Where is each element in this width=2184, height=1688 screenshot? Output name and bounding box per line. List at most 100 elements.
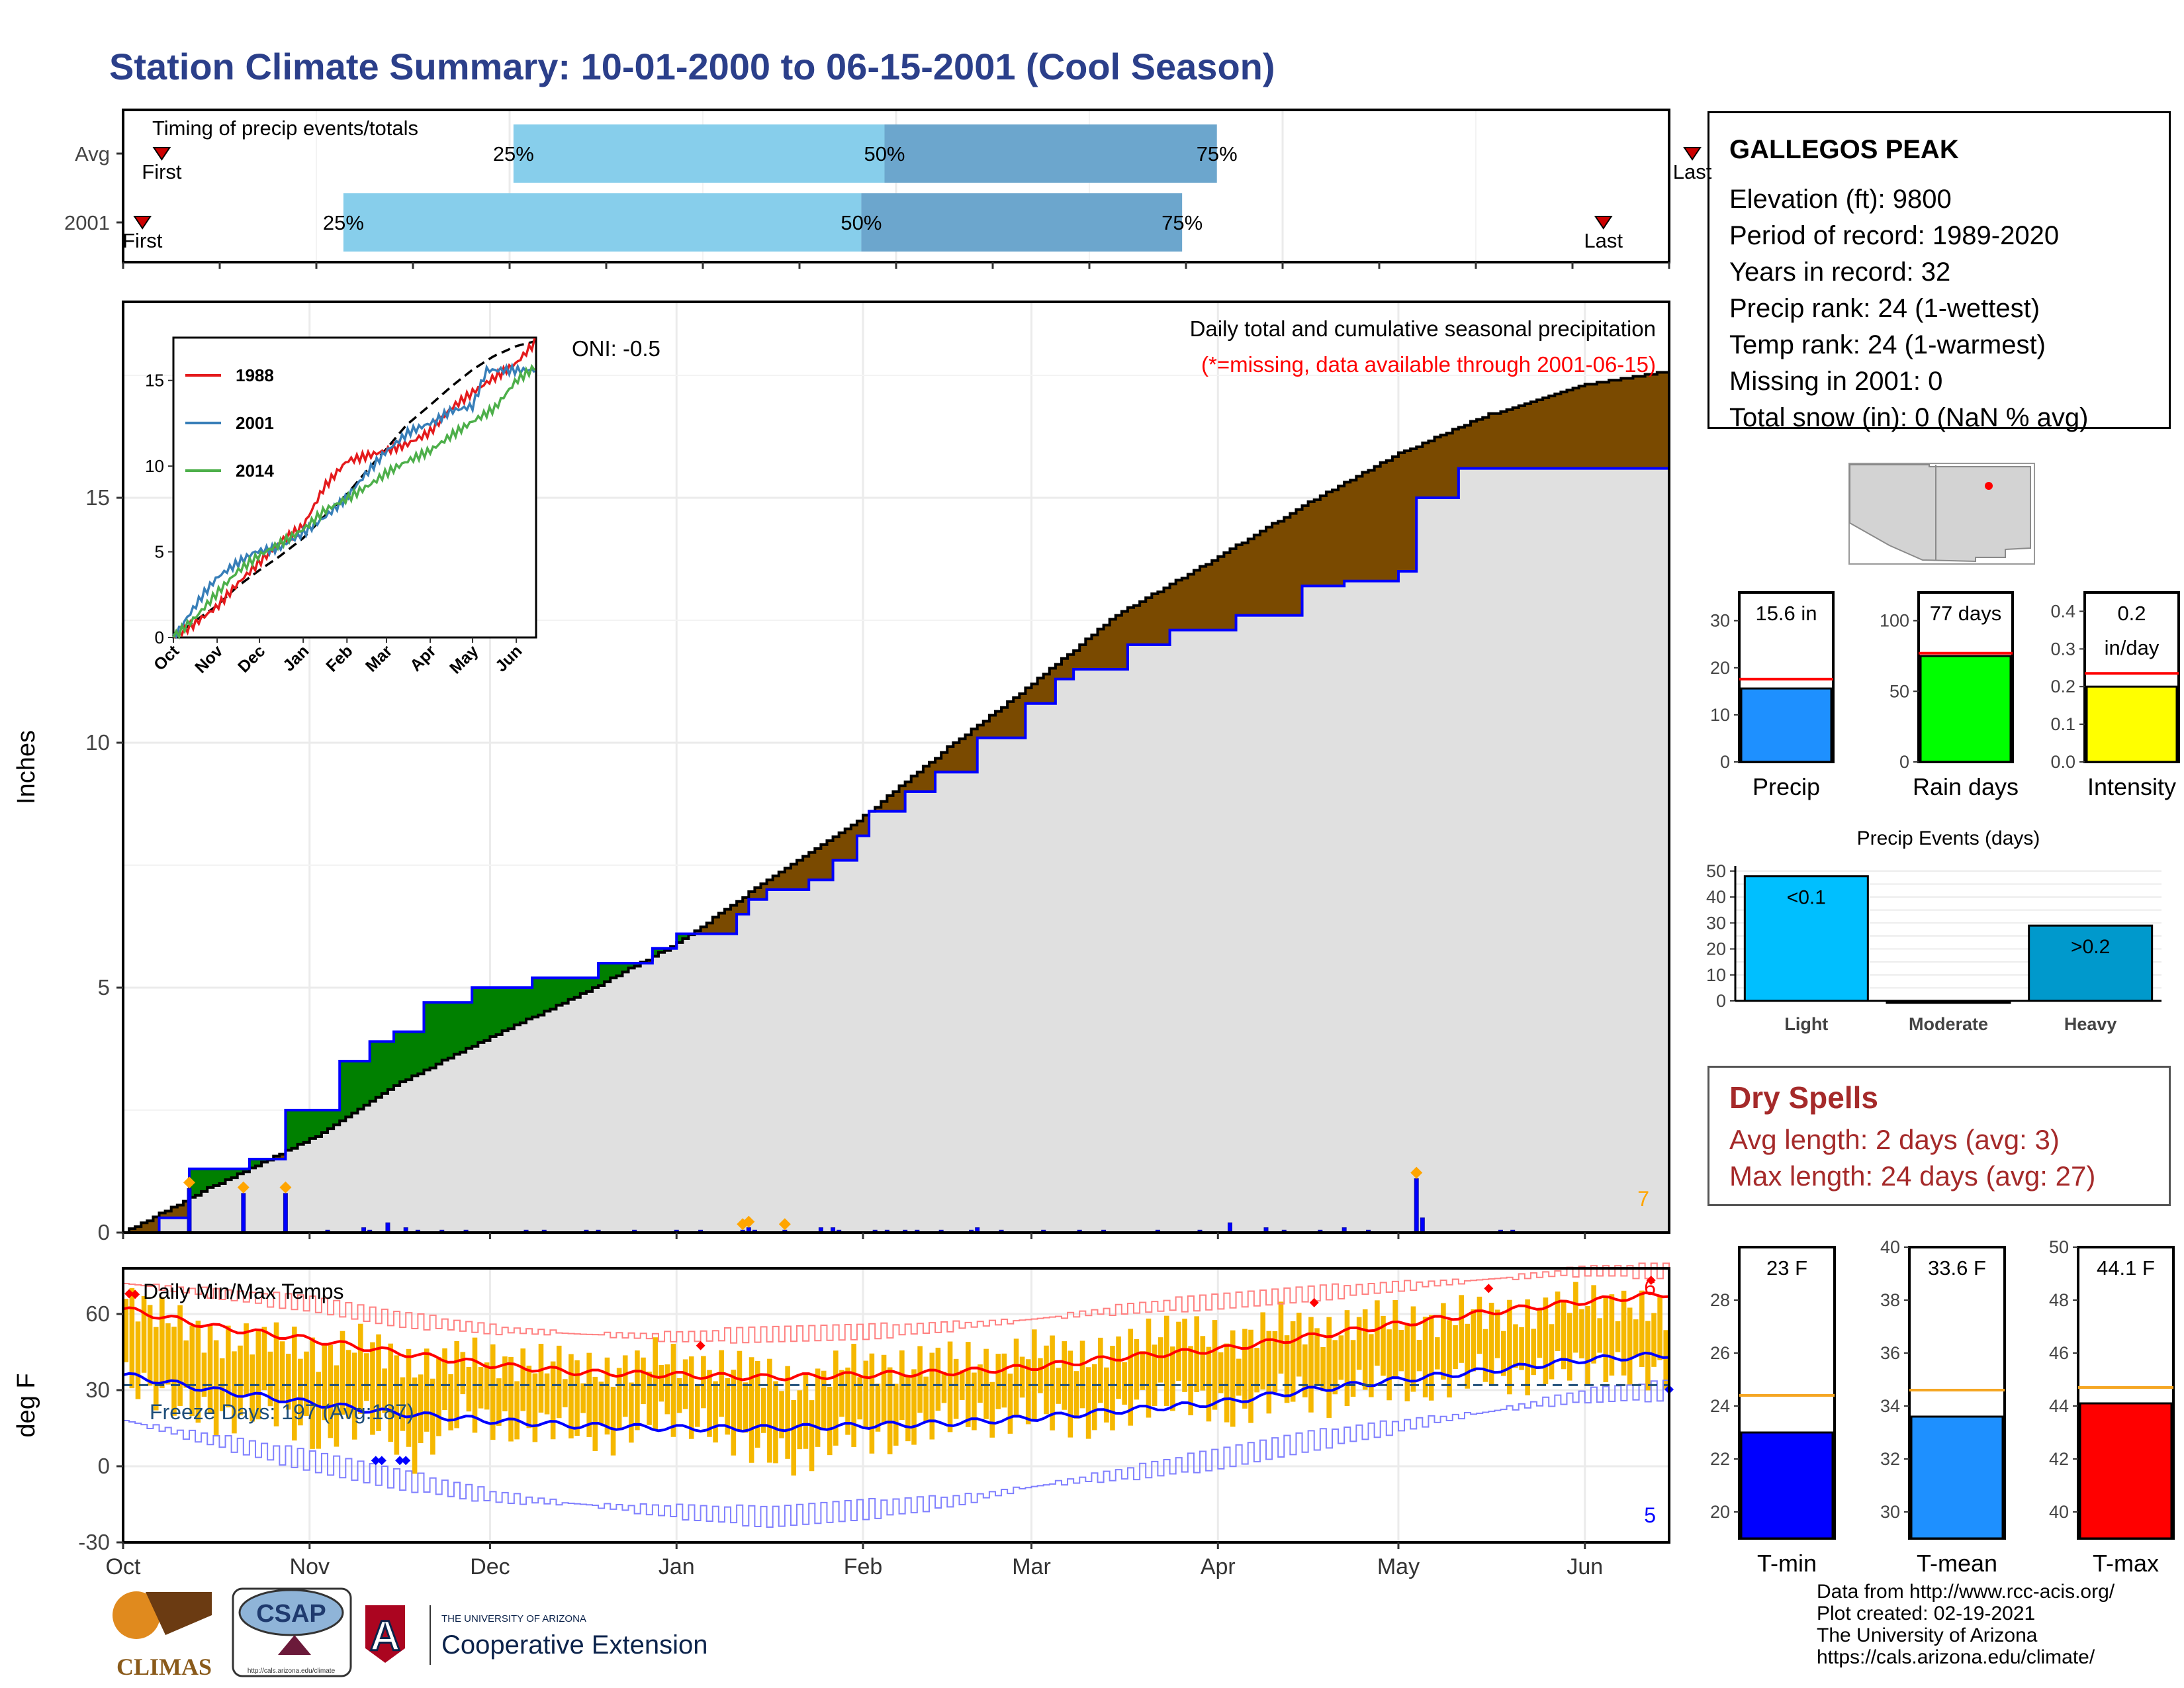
temps-daily-bar bbox=[1236, 1358, 1242, 1396]
temp-totals-ytick-label-1: 30 bbox=[1880, 1502, 1900, 1522]
temps-daily-bar bbox=[1633, 1319, 1639, 1358]
precip-daily-bar bbox=[1414, 1178, 1419, 1233]
temps-daily-bar bbox=[851, 1344, 856, 1447]
inset-ytick-label-5: 5 bbox=[155, 542, 164, 562]
temps-record-max-line bbox=[123, 1262, 1670, 1344]
temps-daily-bar bbox=[1272, 1331, 1278, 1393]
temps-daily-bar bbox=[1182, 1319, 1187, 1392]
temps-daily-bar bbox=[839, 1370, 844, 1417]
timing-bar-late-2001 bbox=[861, 193, 1183, 252]
temps-daily-bar bbox=[406, 1348, 412, 1447]
temps-daily-bar bbox=[803, 1373, 809, 1449]
temp-totals-bar-1 bbox=[1910, 1415, 2004, 1540]
temps-daily-bar bbox=[749, 1357, 754, 1463]
climas-logo-text: CLIMAS bbox=[116, 1654, 212, 1680]
temp-totals-ytick-label-1: 40 bbox=[1880, 1237, 1900, 1257]
temps-daily-bar bbox=[676, 1378, 682, 1413]
temps-daily-bar bbox=[725, 1378, 731, 1435]
events-ytick-label-30: 30 bbox=[1706, 913, 1726, 933]
temps-daily-bar bbox=[1428, 1315, 1434, 1401]
events-ytick-label-10: 10 bbox=[1706, 965, 1726, 985]
temps-daily-bar bbox=[821, 1370, 827, 1430]
temps-daily-bar bbox=[887, 1367, 893, 1454]
temps-daily-bar bbox=[1422, 1317, 1428, 1397]
temps-daily-bar bbox=[1140, 1351, 1146, 1390]
temps-ytick-label--30: -30 bbox=[78, 1530, 110, 1554]
temps-daily-bar bbox=[514, 1381, 520, 1440]
totals-ytick-label-2: 0.3 bbox=[2050, 639, 2075, 659]
temps-min-record-flag bbox=[401, 1456, 411, 1466]
credits-university: The University of Arizona bbox=[1817, 1624, 2038, 1646]
temps-daily-bar bbox=[1555, 1291, 1561, 1352]
climas-logo-shape bbox=[146, 1592, 212, 1635]
temps-daily-bar bbox=[791, 1400, 797, 1476]
temps-frame bbox=[122, 1267, 1670, 1544]
page-title: Station Climate Summary: 10-01-2000 to 0… bbox=[109, 46, 1275, 87]
temps-daily-bar bbox=[165, 1323, 171, 1385]
events-xtick-label-Moderate: Moderate bbox=[1909, 1014, 1988, 1034]
ua-logo-shield bbox=[365, 1605, 405, 1663]
totals-ytick-label-1: 100 bbox=[1880, 611, 1909, 631]
temps-daily-bar bbox=[1212, 1320, 1218, 1410]
temps-daily-bar bbox=[1290, 1321, 1296, 1402]
totals-ytick-label-0: 0 bbox=[1720, 752, 1730, 772]
temps-daily-bar bbox=[304, 1351, 309, 1417]
precip-daily-bar bbox=[241, 1193, 246, 1233]
precip-corner-label: 7 bbox=[1637, 1187, 1649, 1211]
precip-title: Daily total and cumulative seasonal prec… bbox=[1190, 316, 1656, 341]
totals-label-1: Rain days bbox=[1913, 773, 2019, 800]
temps-daily-bar bbox=[911, 1369, 917, 1445]
temps-daily-bar bbox=[1477, 1296, 1482, 1354]
temps-daily-bar bbox=[370, 1342, 375, 1435]
temps-daily-bar bbox=[947, 1341, 953, 1432]
credits-created: Plot created: 02-19-2021 bbox=[1817, 1603, 2036, 1624]
temps-daily-bar bbox=[1404, 1323, 1410, 1401]
temps-daily-bar bbox=[526, 1366, 532, 1429]
precip-ytick-label-10: 10 bbox=[85, 730, 110, 755]
precip-ylabel: Inches bbox=[13, 730, 40, 804]
temps-daily-bar bbox=[1500, 1331, 1506, 1376]
totals-ytick-label-1: 0 bbox=[1899, 752, 1909, 772]
temps-max-record-flag bbox=[696, 1340, 705, 1350]
dry-spells-max: Max length: 24 days (avg: 27) bbox=[1729, 1160, 2096, 1192]
temps-daily-bar bbox=[1549, 1324, 1555, 1380]
precip-daily-flag bbox=[237, 1181, 250, 1194]
temps-daily-bar bbox=[1435, 1337, 1440, 1370]
temps-daily-bar bbox=[815, 1368, 821, 1447]
inset-series-2014 bbox=[172, 363, 536, 640]
temps-daily-bar bbox=[520, 1348, 525, 1411]
temps-daily-bar bbox=[905, 1375, 911, 1442]
temps-daily-bar bbox=[1525, 1299, 1530, 1395]
timing-label-50-2001: 50% bbox=[841, 211, 882, 234]
temps-daily-bar bbox=[845, 1367, 850, 1435]
totals-value-text-0: 15.6 in bbox=[1755, 602, 1817, 625]
temps-daily-bar bbox=[1091, 1364, 1097, 1430]
temps-daily-bar bbox=[1050, 1335, 1055, 1430]
temps-ytick-label-0: 0 bbox=[98, 1454, 110, 1478]
temps-daily-bar bbox=[1218, 1352, 1224, 1393]
temps-daily-bar bbox=[267, 1351, 273, 1407]
events-ytick-label-50: 50 bbox=[1706, 861, 1726, 881]
temps-daily-bar bbox=[532, 1373, 538, 1442]
totals-bar-2 bbox=[2085, 685, 2178, 763]
temps-daily-bar bbox=[1459, 1295, 1464, 1363]
temps-min-record-flag bbox=[371, 1456, 381, 1466]
temps-daily-bar bbox=[827, 1386, 833, 1456]
temps-daily-bar bbox=[592, 1376, 598, 1451]
events-xtick-label-Heavy: Heavy bbox=[2064, 1014, 2117, 1034]
temps-daily-bar bbox=[1482, 1329, 1488, 1382]
temps-daily-bar bbox=[508, 1356, 514, 1442]
timing-last-label-2001: Last bbox=[1584, 229, 1623, 252]
temps-daily-bar bbox=[935, 1347, 941, 1411]
temps-daily-bar bbox=[351, 1352, 357, 1440]
temps-daily-bar bbox=[1326, 1317, 1332, 1418]
temps-daily-bar bbox=[1663, 1330, 1668, 1390]
temp-totals-ytick-label-2: 42 bbox=[2049, 1449, 2069, 1469]
temps-max-record-flag bbox=[1484, 1284, 1494, 1293]
temps-daily-bar bbox=[653, 1337, 658, 1429]
temps-daily-bar bbox=[869, 1353, 875, 1454]
station-info-box: GALLEGOS PEAK Elevation (ft): 9800 Perio… bbox=[1707, 111, 2171, 432]
temps-daily-bar bbox=[941, 1372, 947, 1403]
temps-daily-bar bbox=[1519, 1327, 1524, 1370]
temps-daily-bar bbox=[731, 1370, 737, 1456]
